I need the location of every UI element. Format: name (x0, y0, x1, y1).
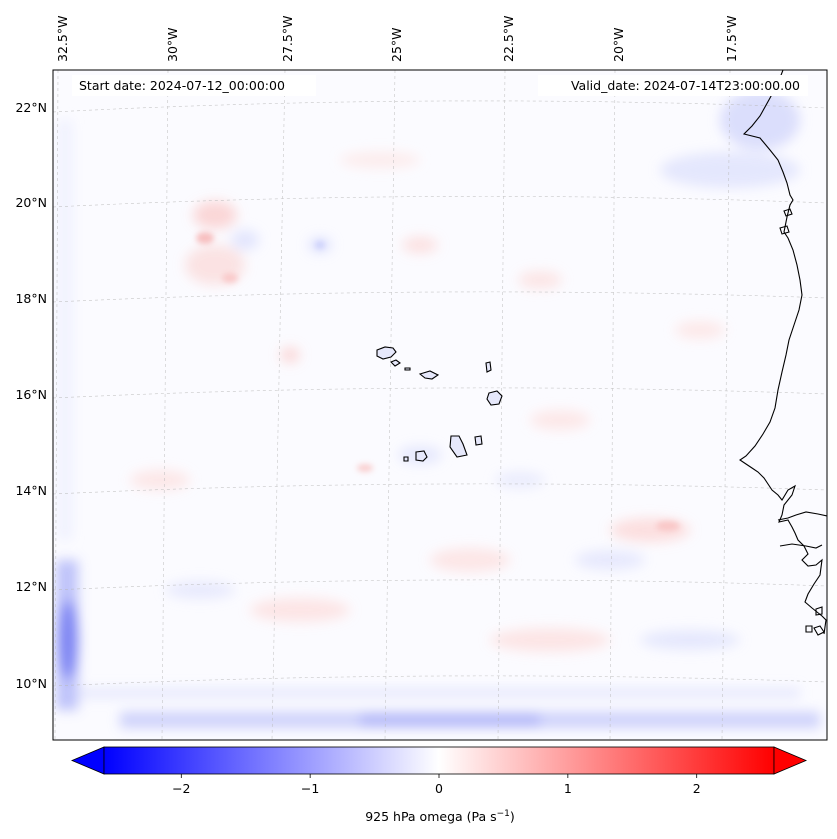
gridlines (53, 70, 827, 740)
island-santa-luzia (404, 367, 411, 371)
island-santiago (449, 435, 468, 458)
colorbar-tick-label: 0 (435, 781, 443, 796)
island-maio (474, 435, 483, 446)
island-boa-vista (486, 390, 503, 406)
lat-label-16n: 16°N (15, 387, 47, 402)
lon-label-25w: 25°W (389, 27, 404, 62)
lon-label-22-5w: 22.5°W (501, 16, 516, 62)
island-fogo (415, 450, 428, 462)
island-sal (485, 361, 492, 373)
longitude-labels: 32.5°W 30°W 27.5°W 25°W 22.5°W 20°W 17.5… (55, 16, 739, 62)
lon-label-17-5w: 17.5°W (724, 16, 739, 62)
lon-label-32-5w: 32.5°W (55, 16, 70, 62)
lat-label-20n: 20°N (15, 195, 47, 210)
map-panel: Start date: 2024-07-12_00:00:00 Valid_da… (52, 69, 828, 741)
lat-label-18n: 18°N (15, 291, 47, 306)
island-sao-vicente (390, 359, 401, 367)
colorbar-ticks: −2 −1 0 1 2 (172, 774, 701, 796)
island-santo-antao (376, 346, 397, 360)
lat-label-12n: 12°N (15, 579, 47, 594)
lon-label-27-5w: 27.5°W (280, 16, 295, 62)
lon-label-20w: 20°W (611, 27, 626, 62)
start-date-text: Start date: 2024-07-12_00:00:00 (79, 78, 285, 93)
colorbar-extend-low (70, 746, 105, 775)
lat-label-14n: 14°N (15, 483, 47, 498)
colorbar-tick-label: −1 (301, 781, 319, 796)
colorbar-tick-label: −2 (172, 781, 190, 796)
colorbar-label: 925 hPa omega (Pa s−1) (365, 809, 515, 824)
colorbar-tick-label: 2 (693, 781, 701, 796)
valid-date-text: Valid_date: 2024-07-14T23:00:00.00 (571, 78, 800, 93)
omega-field (56, 90, 820, 728)
colorbar-extend-high (773, 746, 808, 775)
lon-label-30w: 30°W (165, 27, 180, 62)
valid-date-box (538, 75, 808, 96)
island-sao-nicolau (418, 370, 440, 380)
lat-label-10n: 10°N (15, 676, 47, 691)
colorbar-tick-label: 1 (564, 781, 572, 796)
map-frame (52, 69, 828, 741)
island-brava (403, 456, 409, 462)
lat-label-22n: 22°N (15, 100, 47, 115)
cape-verde-islands (376, 346, 503, 462)
colorbar-gradient (103, 746, 775, 775)
colorbar: −2 −1 0 1 2 925 hPa omega (Pa s−1) (70, 746, 808, 824)
start-date-box (72, 75, 316, 96)
africa-coastline (739, 70, 827, 636)
latitude-labels: 22°N 20°N 18°N 16°N 14°N 12°N 10°N (15, 100, 47, 691)
